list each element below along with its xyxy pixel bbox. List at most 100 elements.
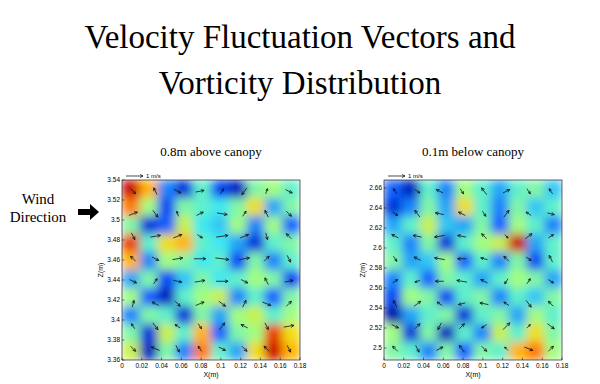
vorticity-cell <box>544 324 562 343</box>
vorticity-cell <box>175 234 193 253</box>
vorticity-cell <box>509 270 527 289</box>
velocity-vector <box>482 211 485 216</box>
vorticity-cell <box>491 270 509 289</box>
x-tick-label: 0.08 <box>195 362 208 369</box>
velocity-vector <box>549 189 552 194</box>
vorticity-cell <box>437 342 455 360</box>
x-tick <box>502 358 503 361</box>
velocity-vector <box>415 324 420 329</box>
y-axis-label: Z(m) <box>359 263 367 278</box>
velocity-vector <box>548 235 553 238</box>
velocity-vector <box>242 346 247 351</box>
vorticity-cell <box>247 270 265 289</box>
vorticity-cell <box>247 306 265 325</box>
vorticity-cell <box>264 180 282 199</box>
velocity-vector <box>219 347 226 350</box>
vorticity-cell <box>211 324 229 343</box>
y-tick-label: 3.4 <box>111 316 120 323</box>
chart: 00.020.040.060.080.10.120.140.160.182.52… <box>359 144 569 379</box>
reference-vector <box>126 175 143 178</box>
velocity-vector <box>548 301 553 306</box>
velocity-vector <box>505 235 508 238</box>
velocity-vector <box>547 324 554 329</box>
velocity-vector <box>527 279 530 284</box>
velocity-vector <box>243 211 246 216</box>
vorticity-cell <box>526 252 544 271</box>
velocity-vector <box>393 189 396 194</box>
vorticity-cell <box>420 180 438 199</box>
x-tick <box>562 358 563 361</box>
velocity-vector <box>150 234 160 237</box>
velocity-vector <box>458 212 465 215</box>
y-tick-label: 2.62 <box>369 224 382 231</box>
vorticity-cell <box>247 216 265 235</box>
vectors <box>129 188 294 352</box>
y-tick-label: 2.54 <box>369 304 382 311</box>
velocity-vector <box>130 280 137 283</box>
x-tick <box>482 358 483 361</box>
vorticity-cell <box>211 288 229 307</box>
vorticity-cell <box>544 216 562 235</box>
velocity-vector <box>437 302 442 305</box>
y-tick <box>384 248 387 249</box>
x-tick-label: 0.04 <box>417 362 430 369</box>
velocity-vector <box>173 234 182 238</box>
x-tick <box>260 358 261 361</box>
vorticity-cell <box>229 324 247 343</box>
vorticity-cell <box>282 252 300 271</box>
vorticity-cell <box>140 216 158 235</box>
vorticity-cell <box>122 324 140 343</box>
vorticity-cell <box>473 180 491 199</box>
vorticity-cell <box>473 288 491 307</box>
vorticity-cell <box>193 234 211 253</box>
background <box>0 0 600 384</box>
vorticity-cell <box>473 198 491 217</box>
vorticity-cell <box>544 180 562 199</box>
vorticity-cell <box>526 180 544 199</box>
velocity-vector <box>131 233 134 240</box>
velocity-vector <box>393 256 396 261</box>
y-tick <box>122 300 125 301</box>
vorticity-cell <box>509 234 527 253</box>
vorticity-cell <box>509 306 527 325</box>
velocity-vector <box>194 257 206 260</box>
vorticity-cell <box>211 252 229 271</box>
velocity-vector <box>175 301 180 306</box>
y-tick-label: 2.52 <box>369 324 382 331</box>
velocity-vector <box>132 300 135 307</box>
vorticity-cell <box>384 342 402 360</box>
velocity-vector <box>129 212 138 216</box>
vorticity-cell <box>158 270 176 289</box>
vorticity-cell <box>491 216 509 235</box>
vorticity-cell <box>282 180 300 199</box>
x-tick-label: 0.02 <box>397 362 410 369</box>
velocity-vector <box>265 233 268 240</box>
vorticity-cell <box>193 342 211 360</box>
chart-title: 0.1m below canopy <box>422 144 525 159</box>
vorticity-cell <box>211 198 229 217</box>
vorticity-cell <box>384 324 402 343</box>
vorticity-cell <box>402 198 420 217</box>
reference-label: 1 m/s <box>146 173 161 179</box>
vorticity-cell <box>384 234 402 253</box>
y-tick-label: 2.66 <box>369 184 382 191</box>
vorticity-cell <box>282 270 300 289</box>
velocity-vector <box>438 323 441 330</box>
y-tick <box>384 228 387 229</box>
velocity-vector <box>173 257 183 260</box>
vorticity-cell <box>193 252 211 271</box>
velocity-vector <box>198 324 201 329</box>
velocity-vector <box>131 346 136 351</box>
vorticity-cell <box>384 288 402 307</box>
y-tick <box>122 320 125 321</box>
y-tick-label: 3.44 <box>107 276 120 283</box>
x-tick <box>542 358 543 361</box>
vorticity-cell <box>282 324 300 343</box>
y-tick-label: 3.48 <box>107 236 120 243</box>
vorticity-cell <box>437 180 455 199</box>
y-tick <box>122 360 125 361</box>
vorticity-cell <box>247 288 265 307</box>
velocity-vector <box>152 302 159 305</box>
velocity-vector <box>173 280 182 283</box>
vorticity-cell <box>140 342 158 360</box>
